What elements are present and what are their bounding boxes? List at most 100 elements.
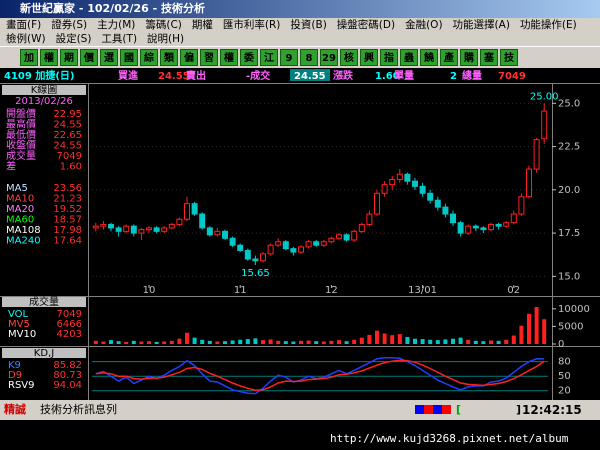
volume-bar <box>367 334 372 344</box>
candle-body <box>176 218 183 225</box>
menu-item[interactable]: 工具(T) <box>101 33 138 45</box>
volume-bar <box>428 339 433 344</box>
y-tick-label: 20 <box>558 386 571 397</box>
volume-bar <box>534 307 539 344</box>
separator <box>0 346 600 347</box>
candle-body <box>123 225 130 232</box>
candle-body <box>92 225 99 229</box>
tool-button[interactable]: 江 <box>260 49 278 66</box>
candle-body <box>161 227 168 232</box>
menu-item[interactable]: 操盤密碼(D) <box>336 19 396 31</box>
volume-bar <box>215 341 220 344</box>
candle-body <box>282 241 289 250</box>
candle-body <box>130 225 137 234</box>
candle-body <box>374 192 380 215</box>
tool-button[interactable]: 綜 <box>140 49 158 66</box>
volume-bar <box>192 337 197 344</box>
volume-bar <box>169 340 174 344</box>
watermark: http://www.kujd3268.pixnet.net/album <box>330 432 569 445</box>
volume-bar <box>382 333 387 344</box>
panel-title: KD,J <box>34 348 54 359</box>
candle-body <box>488 223 494 231</box>
volume-bar <box>268 339 273 344</box>
tool-button[interactable]: 技 <box>500 49 518 66</box>
tool-button[interactable]: 蟲 <box>400 49 418 66</box>
candle-body <box>275 241 282 246</box>
menu-item[interactable]: 期權 <box>191 19 213 31</box>
volume-bar <box>405 336 410 344</box>
indicator-label: MV5 <box>8 319 30 330</box>
tool-button[interactable]: 興 <box>360 49 378 66</box>
candle-body <box>419 185 426 194</box>
menu-item[interactable]: 主力(M) <box>97 19 136 31</box>
toolbar: 加權期價選國綜類偏習權委江 9 8 29 核興指蟲饒產購塞技 <box>0 46 600 68</box>
tool-button[interactable]: 產 <box>440 49 458 66</box>
volume-bar <box>253 338 258 344</box>
menu-item[interactable]: 功能操作(E) <box>519 19 577 31</box>
candle-body <box>206 227 213 236</box>
message: 技術分析訊息列 <box>40 403 117 416</box>
indicator-value: 7049 <box>57 309 82 320</box>
volume-bar <box>435 340 440 344</box>
menu-item[interactable]: 投資(B) <box>290 19 327 31</box>
menu-item[interactable]: 設定(S) <box>55 33 92 45</box>
volume-bar <box>443 339 448 344</box>
tool-button[interactable]: 購 <box>460 49 478 66</box>
ma-label: MA10 <box>6 194 34 205</box>
volume-bar <box>344 341 349 344</box>
tool-button[interactable]: 權 <box>220 49 238 66</box>
volume-bar <box>147 341 151 344</box>
tool-button[interactable]: 饒 <box>420 49 438 66</box>
volume-bar <box>519 325 524 344</box>
tool-button[interactable]: 類 <box>160 49 178 66</box>
volume-bar <box>283 341 288 344</box>
panel-header <box>2 297 86 307</box>
tool-button[interactable]: 偏 <box>180 49 198 66</box>
volume-bar <box>131 340 136 344</box>
tool-button[interactable]: 價 <box>80 49 98 66</box>
tool-button[interactable]: 9 <box>280 49 298 66</box>
volume-bar <box>413 338 417 344</box>
menu-item[interactable]: 畫面(F) <box>6 19 42 31</box>
ma-value: 19.52 <box>53 204 82 215</box>
candle-body <box>450 213 456 224</box>
tool-button[interactable]: 核 <box>340 49 358 66</box>
signal-icon <box>415 405 451 414</box>
tool-button[interactable]: 期 <box>60 49 78 66</box>
indicator-label: MV10 <box>8 329 36 340</box>
volume-bar <box>542 319 547 344</box>
candle-body <box>526 168 532 198</box>
y-tick-label: 5000 <box>558 321 583 332</box>
menu-item[interactable]: 說明(H) <box>147 33 185 45</box>
tool-button[interactable]: 國 <box>120 49 138 66</box>
indicator-value: 6466 <box>57 319 82 330</box>
tool-button[interactable]: 習 <box>200 49 218 66</box>
volume-bar <box>207 340 212 344</box>
ma-value: 21.23 <box>53 194 82 205</box>
candle-body <box>222 230 228 239</box>
menu-item[interactable]: 籌碼(C) <box>145 19 182 31</box>
volume-bar <box>291 341 296 344</box>
tool-button[interactable]: 加 <box>20 49 38 66</box>
tool-button[interactable]: 塞 <box>480 49 498 66</box>
tool-button[interactable]: 委 <box>240 49 258 66</box>
menu-item[interactable]: 匯市利率(R) <box>222 19 281 31</box>
volume-bar <box>299 340 303 344</box>
menu-item[interactable]: 檢例(W) <box>6 33 46 45</box>
quote-change: 1.60 <box>375 71 400 82</box>
candle-body <box>199 213 206 229</box>
menu-item[interactable]: 功能選擇(A) <box>452 19 510 31</box>
menu-item[interactable]: 證券(S) <box>51 19 88 31</box>
candle-body <box>389 178 396 186</box>
ma-value: 17.98 <box>53 225 82 236</box>
tool-button[interactable]: 指 <box>380 49 398 66</box>
y-tick-label: 50 <box>558 371 571 382</box>
menu-item[interactable]: 金融(O) <box>405 19 443 31</box>
candle-body <box>442 206 449 215</box>
tool-button[interactable]: 選 <box>100 49 118 66</box>
tool-button[interactable]: 權 <box>40 49 58 66</box>
tool-button[interactable]: 29 <box>320 49 338 66</box>
tool-button[interactable]: 8 <box>300 49 318 66</box>
candle-body <box>503 222 510 227</box>
